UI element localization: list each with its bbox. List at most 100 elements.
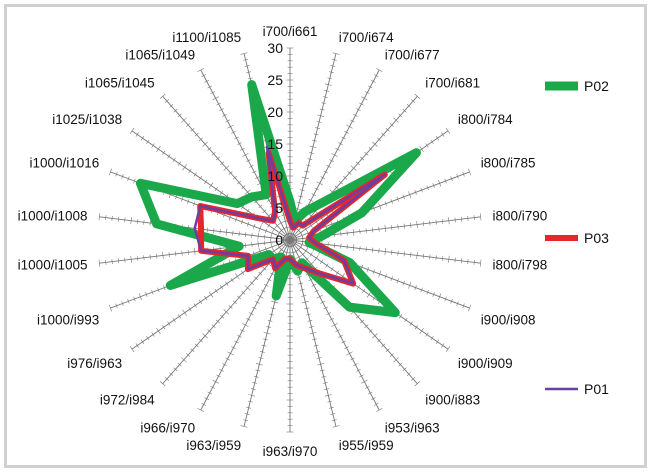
tick-mark bbox=[389, 353, 394, 357]
tick-mark bbox=[246, 71, 252, 74]
tick-mark bbox=[246, 317, 251, 321]
tick-mark bbox=[207, 85, 212, 89]
tick-label-0: 0 bbox=[275, 232, 283, 248]
tick-mark bbox=[257, 232, 259, 240]
tick-mark bbox=[373, 402, 379, 406]
tick-mark bbox=[331, 323, 338, 327]
tick-mark bbox=[398, 362, 403, 367]
tick-mark bbox=[252, 306, 257, 310]
tick-mark bbox=[479, 259, 482, 267]
tick-mark bbox=[360, 319, 365, 324]
axis-label-i1100-i1085: i1100/i1085 bbox=[172, 30, 241, 45]
tick-mark bbox=[356, 285, 361, 290]
tick-mark bbox=[391, 249, 393, 255]
tick-mark bbox=[397, 250, 399, 256]
tick-mark bbox=[312, 139, 317, 142]
tick-mark bbox=[146, 139, 150, 144]
tick-mark bbox=[419, 327, 424, 334]
tick-mark bbox=[311, 283, 317, 287]
tick-mark bbox=[408, 282, 412, 289]
tick-mark bbox=[108, 168, 112, 176]
tick-mark bbox=[402, 194, 405, 200]
tick-mark bbox=[232, 300, 237, 305]
tick-mark bbox=[225, 281, 229, 286]
tick-mark bbox=[207, 329, 212, 333]
tick-mark bbox=[250, 388, 256, 391]
tick-mark bbox=[121, 301, 124, 306]
tick-mark bbox=[247, 77, 253, 80]
tick-mark bbox=[435, 255, 437, 261]
tick-mark bbox=[177, 362, 182, 367]
tick-mark bbox=[416, 221, 418, 229]
tick-mark bbox=[393, 357, 399, 363]
tick-mark bbox=[329, 159, 334, 163]
tick-mark bbox=[140, 339, 145, 344]
tick-mark bbox=[234, 136, 239, 140]
tick-mark bbox=[156, 146, 161, 153]
tick-mark bbox=[161, 150, 166, 155]
tick-mark bbox=[240, 329, 245, 333]
tick-mark bbox=[355, 314, 360, 319]
tick-mark bbox=[267, 319, 273, 322]
tick-mark bbox=[460, 216, 463, 222]
tick-mark bbox=[381, 343, 386, 348]
tick-mark bbox=[270, 239, 272, 245]
tick-mark bbox=[105, 215, 107, 221]
tick-mark bbox=[108, 304, 112, 312]
tick-mark bbox=[416, 251, 418, 259]
tick-mark bbox=[197, 68, 205, 72]
tick-mark bbox=[210, 91, 215, 95]
tick-mark bbox=[390, 199, 393, 204]
tick-mark bbox=[316, 294, 323, 299]
tick-mark bbox=[396, 196, 399, 202]
tick-mark bbox=[260, 350, 265, 353]
tick-mark bbox=[346, 351, 353, 356]
tick-mark bbox=[300, 252, 305, 257]
tick-mark bbox=[315, 127, 320, 130]
series-p01 bbox=[193, 145, 387, 285]
tick-mark bbox=[429, 254, 431, 260]
tick-mark bbox=[231, 130, 236, 134]
tick-mark bbox=[304, 307, 310, 310]
tick-mark bbox=[270, 230, 274, 236]
axis-label-i800-i798: i800/i798 bbox=[493, 258, 548, 273]
tick-mark bbox=[159, 93, 166, 99]
tick-mark bbox=[243, 58, 248, 61]
tick-mark bbox=[228, 305, 233, 309]
tick-mark bbox=[129, 346, 135, 353]
tick-mark bbox=[213, 228, 215, 234]
tick-mark bbox=[313, 344, 319, 347]
tick-mark bbox=[368, 147, 373, 151]
tick-mark bbox=[304, 226, 308, 232]
tick-mark bbox=[301, 176, 309, 179]
tick-mark bbox=[414, 93, 421, 99]
axis-label-i1065-i1045: i1065/i1045 bbox=[85, 75, 155, 90]
tick-mark bbox=[352, 228, 355, 236]
tick-mark bbox=[320, 176, 325, 180]
tick-mark bbox=[232, 230, 234, 236]
tick-mark bbox=[305, 164, 311, 167]
tick-mark bbox=[398, 113, 403, 118]
tick-mark bbox=[372, 269, 375, 275]
tick-mark bbox=[319, 108, 325, 111]
tick-mark bbox=[143, 219, 145, 225]
tick-mark bbox=[435, 219, 437, 225]
tick-mark bbox=[329, 317, 334, 321]
tick-mark bbox=[315, 350, 320, 353]
tick-mark bbox=[304, 248, 308, 254]
tick-mark bbox=[263, 240, 266, 246]
tick-mark bbox=[249, 281, 254, 285]
tick-mark bbox=[187, 249, 189, 255]
tick-mark bbox=[359, 102, 364, 106]
tick-mark bbox=[258, 271, 263, 276]
tick-mark bbox=[377, 137, 382, 142]
tick-mark bbox=[323, 306, 328, 310]
tick-mark bbox=[332, 52, 340, 55]
tick-mark bbox=[359, 374, 364, 378]
axis-label-i900-i909: i900/i909 bbox=[458, 356, 513, 371]
tick-mark bbox=[324, 388, 330, 391]
tick-mark bbox=[372, 227, 374, 233]
axis-label-i955-i959: i955/i959 bbox=[339, 438, 394, 453]
tick-mark bbox=[430, 336, 434, 341]
tick-mark bbox=[173, 108, 178, 113]
